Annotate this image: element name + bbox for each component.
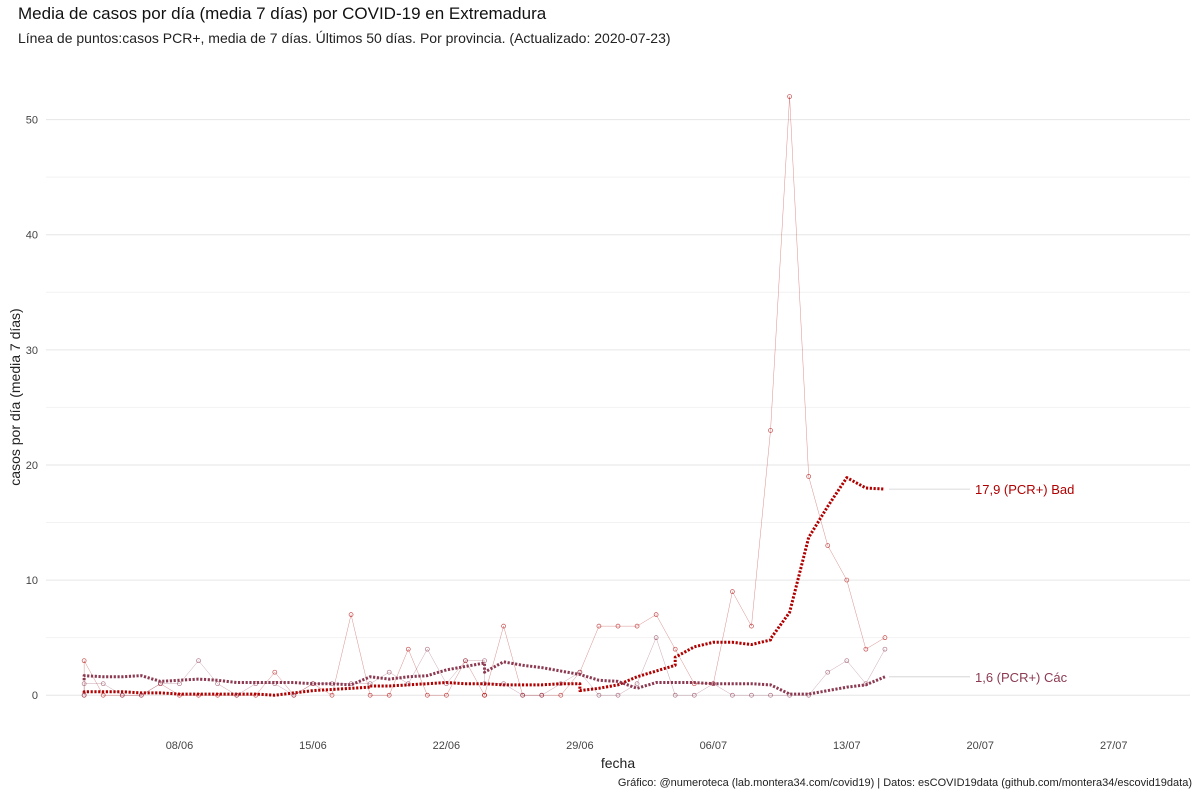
daily-point — [291, 692, 297, 698]
x-tick-label: 29/06 — [566, 740, 594, 752]
daily-point — [367, 681, 373, 687]
daily-point — [863, 646, 869, 652]
chart-subtitle: Línea de puntos:casos PCR+, media de 7 d… — [18, 30, 671, 46]
daily-point — [386, 669, 392, 675]
x-tick-label: 22/06 — [433, 740, 461, 752]
daily-point — [806, 474, 812, 479]
daily-point — [424, 646, 430, 652]
daily-point — [482, 658, 487, 664]
daily-point — [710, 681, 716, 687]
x-tick-label: 15/06 — [299, 740, 327, 752]
daily-point — [501, 681, 506, 687]
x-axis-title: fecha — [601, 755, 635, 771]
daily-point — [196, 658, 201, 664]
daily-point — [730, 589, 735, 594]
y-axis-title: casos por día (media 7 días) — [7, 308, 23, 485]
daily-point — [463, 658, 468, 664]
daily-point — [81, 681, 87, 687]
daily-point — [882, 646, 888, 652]
series-end-label: 1,6 (PCR+) Các — [975, 670, 1068, 685]
daily-point — [539, 692, 545, 698]
x-tick-label: 08/06 — [166, 740, 194, 752]
daily-point — [405, 646, 411, 652]
series-end-label: 17,9 (PCR+) Bad — [975, 482, 1074, 497]
daily-point — [615, 623, 621, 629]
x-axis-ticks: 08/06 15/06 22/06 29/06 06/07 13/07 20/07 27/07 — [166, 740, 1128, 752]
daily-point — [329, 692, 335, 698]
y-tick-label: 30 — [26, 345, 38, 357]
x-tick-label: 06/07 — [700, 740, 728, 752]
daily-point — [558, 692, 564, 698]
daily-point — [634, 623, 640, 629]
daily-point — [367, 692, 373, 698]
daily-point — [386, 692, 392, 698]
daily-point — [844, 577, 850, 583]
daily-point — [596, 692, 602, 698]
daily-point — [482, 692, 487, 698]
daily-point — [424, 692, 430, 698]
daily-point — [81, 692, 87, 698]
daily-point — [787, 94, 792, 99]
y-tick-label: 10 — [26, 575, 38, 587]
daily-line — [83, 636, 886, 696]
daily-point — [348, 612, 354, 617]
daily-point — [520, 692, 526, 698]
x-tick-label: 20/07 — [967, 740, 995, 752]
daily-point — [138, 692, 144, 698]
daily-point — [768, 692, 773, 698]
y-tick-label: 20 — [26, 460, 38, 472]
daily-point — [501, 623, 506, 629]
daily-point — [653, 612, 659, 617]
daily-point — [672, 646, 678, 652]
daily-point — [634, 681, 640, 687]
daily-point — [653, 635, 659, 641]
chart-title: Media de casos por día (media 7 días) po… — [18, 4, 547, 23]
average-line — [82, 660, 886, 696]
daily-point — [672, 692, 678, 698]
daily-point — [825, 543, 831, 548]
series-cáceres: 1,6 (PCR+) Các — [81, 635, 1068, 698]
y-tick-label: 0 — [32, 690, 38, 702]
daily-point — [730, 692, 735, 698]
daily-point — [825, 669, 831, 675]
series-badajoz: 17,9 (PCR+) Bad — [81, 94, 1074, 698]
y-tick-label: 40 — [26, 230, 38, 242]
daily-point — [768, 428, 773, 433]
daily-point — [272, 669, 278, 675]
daily-point — [749, 692, 754, 698]
daily-point — [215, 681, 220, 687]
daily-line — [83, 96, 886, 696]
y-axis-ticks: 0 10 20 30 40 50 — [26, 115, 38, 703]
daily-point — [596, 623, 602, 629]
gridlines — [46, 119, 1190, 696]
daily-point — [844, 658, 850, 664]
daily-point — [749, 623, 754, 629]
daily-point — [81, 658, 87, 664]
daily-point — [234, 692, 240, 698]
daily-point — [405, 681, 411, 687]
daily-point — [100, 681, 106, 687]
daily-point — [119, 692, 125, 698]
x-tick-label: 13/07 — [833, 740, 861, 752]
daily-point — [444, 692, 449, 698]
chart-caption: Gráfico: @numeroteca (lab.montera34.com/… — [617, 777, 1192, 789]
daily-point — [691, 692, 697, 698]
series-layer: 17,9 (PCR+) Bad 1,6 (PCR+) Các — [81, 94, 1074, 698]
daily-point — [615, 692, 621, 698]
y-tick-label: 50 — [26, 115, 38, 127]
average-line — [82, 476, 886, 697]
daily-point — [482, 681, 487, 687]
daily-point — [444, 681, 449, 687]
x-tick-label: 27/07 — [1100, 740, 1128, 752]
daily-point — [558, 681, 564, 687]
daily-point — [882, 635, 888, 641]
